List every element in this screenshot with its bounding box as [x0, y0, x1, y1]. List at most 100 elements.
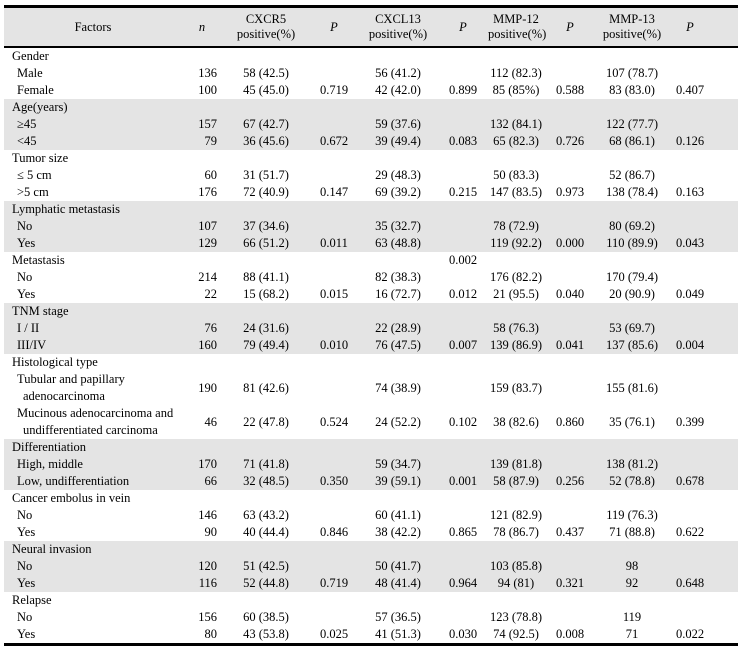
data-row: <45 79 36 (45.6) 0.672 39 (49.4) 0.083 65 (82.…: [4, 133, 738, 150]
mmp12-p-cell: [544, 65, 596, 82]
cxcr5-positive-cell: [222, 303, 310, 320]
cxcl13-p-cell: [438, 116, 488, 133]
header-cxcr5-line2: positive(%): [236, 27, 296, 41]
cxcl13-positive-cell: [358, 201, 438, 218]
cxcl13-positive-cell: [358, 439, 438, 456]
cxcr5-p-cell: [310, 116, 358, 133]
cxcl13-p-cell: 0.964: [448, 576, 478, 590]
cxcr5-positive-cell: 63 (43.2): [243, 508, 289, 522]
cxcr5-positive-cell: 37 (34.6): [243, 219, 289, 233]
mmp12-positive-cell: 159 (83.7): [489, 380, 543, 395]
mmp13-p-cell: 0.049: [675, 287, 705, 301]
cxcl13-positive-cell: 74 (38.9): [375, 380, 421, 395]
cxcl13-p-cell: [438, 47, 488, 65]
mmp12-p-cell: 0.041: [555, 338, 585, 352]
header-p-cxcl13: P: [438, 6, 488, 48]
mmp13-p-cell: [668, 47, 738, 65]
cxcl13-positive-cell: 24 (52.2): [375, 414, 421, 429]
mmp13-p-cell: 0.163: [675, 185, 705, 199]
factor-label: No: [17, 508, 33, 522]
n-cell: [182, 490, 222, 507]
mmp13-p-cell: [668, 490, 738, 507]
mmp12-p-cell: 0.000: [555, 236, 585, 250]
mmp12-positive-cell: 94 (81): [497, 576, 535, 590]
mmp12-p-cell: [544, 507, 596, 524]
cxcl13-p-cell: 0.007: [448, 338, 478, 352]
cxcl13-p-cell: [438, 99, 488, 116]
cxcr5-p-cell: [310, 456, 358, 473]
cxcl13-p-cell: 0.215: [448, 185, 478, 199]
mmp13-positive-cell: [596, 252, 668, 269]
cxcr5-p-cell: 0.147: [319, 185, 349, 199]
mmp13-positive-cell: [596, 47, 668, 65]
cxcl13-p-cell: [438, 303, 488, 320]
mmp12-positive-cell: 139 (81.8): [489, 457, 543, 471]
cxcl13-positive-cell: 59 (34.7): [375, 457, 421, 471]
cxcl13-positive-cell: 16 (72.7): [375, 287, 421, 301]
header-mmp13-positive: MMP-13 positive(%): [596, 6, 668, 48]
mmp13-p-cell: [668, 65, 738, 82]
factor-label: Tubular and papillary adenocarcinoma: [17, 372, 125, 403]
cxcl13-p-cell: [438, 320, 488, 337]
header-row: Factors n CXCR5 positive(%) P CXCL13 pos…: [4, 6, 738, 48]
n-cell: 120: [198, 559, 217, 573]
mmp12-p-cell: 0.726: [555, 134, 585, 148]
n-cell: 46: [204, 414, 218, 429]
n-cell: 90: [204, 525, 218, 539]
cxcr5-p-cell: [310, 320, 358, 337]
cxcl13-positive-cell: [358, 252, 438, 269]
data-row: No 214 88 (41.1) 82 (38.3) 176 (82.2) 170 (79…: [4, 269, 738, 286]
cxcl13-positive-cell: 50 (41.7): [375, 559, 421, 573]
cxcl13-positive-cell: [358, 303, 438, 320]
mmp13-positive-cell: [596, 592, 668, 609]
factor-label: Mucinous adenocarcinoma and undifferenti…: [17, 406, 174, 437]
mmp13-p-cell: [668, 371, 738, 405]
cxcl13-p-cell: [438, 269, 488, 286]
n-cell: 100: [198, 83, 217, 97]
mmp13-p-cell: 0.022: [675, 627, 705, 641]
mmp13-positive-cell: 71: [625, 627, 639, 641]
cxcr5-p-cell: [310, 167, 358, 184]
mmp12-positive-cell: [488, 592, 544, 609]
mmp13-p-cell: [668, 201, 738, 218]
mmp13-positive-cell: 110 (89.9): [606, 236, 658, 250]
cxcr5-p-cell: 0.524: [319, 414, 349, 429]
cxcr5-positive-cell: 31 (51.7): [243, 168, 289, 182]
data-row: No 120 51 (42.5) 50 (41.7) 103 (85.8) 98: [4, 558, 738, 575]
cxcl13-p-cell: [438, 456, 488, 473]
mmp12-positive-cell: 65 (82.3): [493, 134, 539, 148]
cxcl13-p-cell: 0.865: [448, 525, 478, 539]
cxcr5-positive-cell: 66 (51.2): [243, 236, 289, 250]
mmp13-p-cell: [668, 99, 738, 116]
mmp13-p-cell: [668, 269, 738, 286]
cxcr5-positive-cell: 60 (38.5): [243, 610, 289, 624]
cxcr5-p-cell: [310, 47, 358, 65]
mmp13-p-cell: 0.678: [675, 474, 705, 488]
cxcl13-positive-cell: 82 (38.3): [375, 270, 421, 284]
n-cell: 156: [198, 610, 217, 624]
cxcr5-p-cell: [310, 65, 358, 82]
cxcr5-positive-cell: 24 (31.6): [243, 321, 289, 335]
mmp13-positive-cell: 80 (69.2): [609, 219, 655, 233]
header-cxcr5-positive: CXCR5 positive(%): [222, 6, 310, 48]
cxcr5-p-cell: 0.011: [320, 236, 348, 250]
mmp12-positive-cell: 132 (84.1): [489, 117, 543, 131]
factor-label: Low, undifferentiation: [17, 474, 130, 488]
mmp12-p-cell: 0.008: [555, 627, 585, 641]
mmp13-positive-cell: 52 (86.7): [609, 168, 655, 182]
mmp12-positive-cell: 103 (85.8): [489, 559, 543, 573]
cxcl13-positive-cell: [358, 99, 438, 116]
factor-label: Yes: [17, 525, 36, 539]
mmp13-p-cell: [668, 150, 738, 167]
cxcr5-p-cell: 0.350: [319, 474, 349, 488]
cxcr5-p-cell: [310, 354, 358, 371]
mmp13-p-cell: [668, 592, 738, 609]
mmp12-p-cell: [544, 609, 596, 626]
cxcr5-p-cell: [310, 490, 358, 507]
data-row: Female 100 45 (45.0) 0.719 42 (42.0) 0.899 85 …: [4, 82, 738, 99]
header-mmp12-positive: MMP-12 positive(%): [488, 6, 546, 48]
data-row: Low, undifferentiation 66 32 (48.5) 0.350 39…: [4, 473, 738, 490]
cxcr5-positive-cell: [222, 490, 310, 507]
cxcl13-p-cell: 0.083: [448, 134, 478, 148]
mmp13-positive-cell: 137 (85.6): [605, 338, 659, 352]
